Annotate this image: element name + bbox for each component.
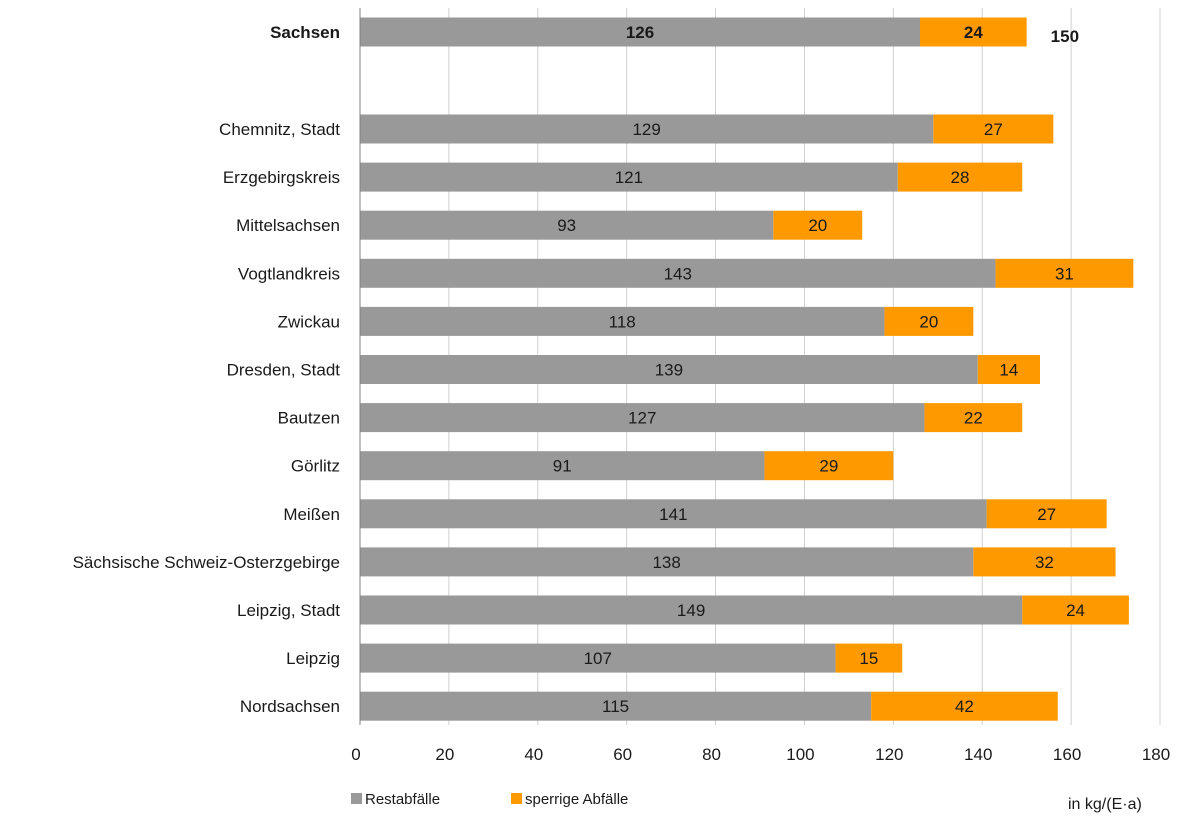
data-label-restabfaelle-saechsische-schweiz-osterzgebirge: 138 bbox=[652, 553, 680, 572]
bar-restabfaelle-nordsachsen bbox=[360, 691, 872, 721]
data-label-sperrige-abfaelle-bautzen: 22 bbox=[964, 409, 983, 428]
bar-restabfaelle-mittelsachsen bbox=[360, 210, 774, 240]
bar-restabfaelle-goerlitz bbox=[360, 451, 765, 481]
legend-swatch-sperrige-abfaelle bbox=[511, 793, 522, 804]
category-label-dresden-stadt: Dresden, Stadt bbox=[227, 361, 341, 380]
data-label-restabfaelle-sachsen: 126 bbox=[626, 23, 654, 42]
category-labels: Sachsen Chemnitz, Stadt Erzgebirgskreis Mit… bbox=[73, 23, 341, 716]
data-label-restabfaelle-leipzig: 107 bbox=[584, 649, 612, 668]
bar-sperrige-abfaelle-bautzen bbox=[924, 403, 1023, 433]
data-label-restabfaelle-goerlitz: 91 bbox=[553, 457, 572, 476]
bar-sperrige-abfaelle-saechsische-schweiz-osterzgebirge bbox=[973, 547, 1116, 577]
x-tick-60: 60 bbox=[613, 745, 632, 764]
bar-sperrige-abfaelle-leipzig-stadt bbox=[1022, 595, 1129, 625]
data-label-restabfaelle-meissen: 141 bbox=[659, 505, 687, 524]
data-label-sperrige-abfaelle-zwickau: 20 bbox=[919, 312, 938, 331]
data-label-restabfaelle-zwickau: 118 bbox=[609, 312, 636, 331]
category-label-nordsachsen: Nordsachsen bbox=[240, 697, 340, 716]
bar-restabfaelle-zwickau bbox=[360, 306, 885, 336]
bar-restabfaelle-erzgebirgskreis bbox=[360, 162, 898, 192]
data-label-restabfaelle-bautzen: 127 bbox=[628, 409, 656, 428]
data-label-sperrige-abfaelle-goerlitz: 29 bbox=[819, 457, 838, 476]
data-label-restabfaelle-dresden-stadt: 139 bbox=[655, 361, 683, 380]
legend: Restabfälle sperrige Abfälle bbox=[351, 791, 628, 808]
x-tick-160: 160 bbox=[1053, 745, 1081, 764]
data-label-sperrige-abfaelle-leipzig-stadt: 24 bbox=[1066, 601, 1085, 620]
bar-restabfaelle-leipzig-stadt bbox=[360, 595, 1023, 625]
bar-sperrige-abfaelle-vogtlandkreis bbox=[995, 258, 1134, 288]
category-label-leipzig: Leipzig bbox=[286, 649, 340, 668]
bar-restabfaelle-sachsen bbox=[360, 17, 920, 47]
x-tick-80: 80 bbox=[702, 745, 721, 764]
bar-restabfaelle-leipzig bbox=[360, 643, 836, 673]
category-label-chemnitz-stadt: Chemnitz, Stadt bbox=[219, 120, 340, 139]
category-label-erzgebirgskreis: Erzgebirgskreis bbox=[223, 168, 340, 187]
category-label-vogtlandkreis: Vogtlandkreis bbox=[238, 264, 340, 283]
category-label-zwickau: Zwickau bbox=[278, 312, 340, 331]
bar-sperrige-abfaelle-dresden-stadt bbox=[977, 355, 1040, 384]
data-label-sperrige-abfaelle-saechsische-schweiz-osterzgebirge: 32 bbox=[1035, 553, 1054, 572]
x-tick-180: 180 bbox=[1142, 745, 1170, 764]
data-label-sperrige-abfaelle-vogtlandkreis: 31 bbox=[1055, 264, 1074, 283]
data-label-sperrige-abfaelle-sachsen: 24 bbox=[964, 23, 983, 42]
legend-label-restabfaelle: Restabfälle bbox=[365, 791, 440, 808]
x-tick-20: 20 bbox=[435, 745, 454, 764]
bar-sperrige-abfaelle-meissen bbox=[986, 499, 1107, 529]
data-label-sperrige-abfaelle-chemnitz-stadt: 27 bbox=[984, 120, 1003, 139]
bar-restabfaelle-vogtlandkreis bbox=[360, 258, 996, 288]
bar-sperrige-abfaelle-nordsachsen bbox=[871, 691, 1058, 721]
x-tick-0: 0 bbox=[351, 745, 360, 764]
bar-sperrige-abfaelle-erzgebirgskreis bbox=[897, 162, 1023, 192]
data-label-sperrige-abfaelle-meissen: 27 bbox=[1037, 505, 1056, 524]
x-tick-120: 120 bbox=[875, 745, 903, 764]
x-tick-labels: 0 20 40 60 80 100 120 140 160 180 bbox=[351, 745, 1170, 764]
category-label-mittelsachsen: Mittelsachsen bbox=[236, 216, 340, 235]
bar-restabfaelle-dresden-stadt bbox=[360, 355, 978, 384]
x-tick-100: 100 bbox=[786, 745, 814, 764]
category-label-saechsische-schweiz-osterzgebirge: Sächsische Schweiz-Osterzgebirge bbox=[73, 553, 340, 572]
category-label-leipzig-stadt: Leipzig, Stadt bbox=[237, 601, 340, 620]
category-label-meissen: Meißen bbox=[283, 505, 340, 524]
data-label-sperrige-abfaelle-nordsachsen: 42 bbox=[955, 697, 974, 716]
bar-restabfaelle-bautzen bbox=[360, 403, 925, 433]
data-label-restabfaelle-vogtlandkreis: 143 bbox=[664, 264, 692, 283]
bar-sperrige-abfaelle-zwickau bbox=[884, 306, 974, 336]
data-label-sperrige-abfaelle-leipzig: 15 bbox=[859, 649, 878, 668]
data-label-sperrige-abfaelle-dresden-stadt: 14 bbox=[999, 361, 1018, 380]
bar-sperrige-abfaelle-mittelsachsen bbox=[773, 210, 863, 240]
category-label-goerlitz: Görlitz bbox=[291, 457, 340, 476]
x-axis-unit-label: in kg/(E·a) bbox=[1068, 796, 1142, 813]
x-tick-40: 40 bbox=[524, 745, 543, 764]
x-tick-140: 140 bbox=[964, 745, 992, 764]
data-label-restabfaelle-chemnitz-stadt: 129 bbox=[632, 120, 660, 139]
data-label-sperrige-abfaelle-erzgebirgskreis: 28 bbox=[951, 168, 970, 187]
bar-sperrige-abfaelle-chemnitz-stadt bbox=[933, 114, 1054, 144]
legend-label-sperrige-abfaelle: sperrige Abfälle bbox=[525, 791, 628, 808]
category-label-sachsen: Sachsen bbox=[270, 23, 340, 42]
data-label-restabfaelle-erzgebirgskreis: 121 bbox=[615, 168, 643, 187]
total-label-sachsen: 150 bbox=[1051, 27, 1079, 46]
data-label-sperrige-abfaelle-mittelsachsen: 20 bbox=[808, 216, 827, 235]
bar-restabfaelle-meissen bbox=[360, 499, 987, 529]
bar-sperrige-abfaelle-goerlitz bbox=[764, 451, 894, 481]
bar-sperrige-abfaelle-leipzig bbox=[835, 643, 903, 673]
data-label-restabfaelle-mittelsachsen: 93 bbox=[557, 216, 576, 235]
bar-restabfaelle-chemnitz-stadt bbox=[360, 114, 934, 144]
data-label-restabfaelle-leipzig-stadt: 149 bbox=[677, 601, 705, 620]
bar-sperrige-abfaelle-sachsen bbox=[920, 17, 1027, 47]
legend-swatch-restabfaelle bbox=[351, 793, 362, 804]
data-label-restabfaelle-nordsachsen: 115 bbox=[602, 697, 629, 716]
bar-restabfaelle-saechsische-schweiz-osterzgebirge bbox=[360, 547, 974, 577]
category-label-bautzen: Bautzen bbox=[278, 409, 340, 428]
